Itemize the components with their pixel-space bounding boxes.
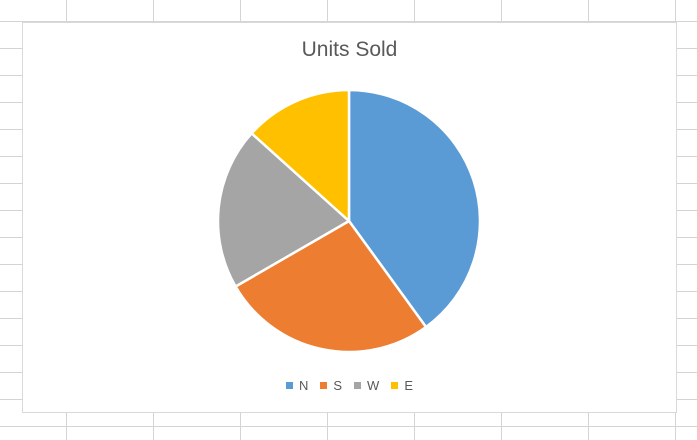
pie-chart — [216, 88, 482, 354]
legend-label: W — [367, 378, 380, 393]
legend-item-n[interactable]: N — [285, 378, 309, 393]
legend-item-e[interactable]: E — [391, 378, 413, 393]
pie-slice-s[interactable] — [234, 219, 428, 354]
legend-label: N — [298, 378, 309, 393]
legend-swatch — [391, 382, 399, 389]
legend-label: S — [333, 378, 343, 393]
legend-item-w[interactable]: W — [354, 378, 379, 393]
pie-slice-e[interactable] — [250, 88, 351, 223]
legend-swatch — [285, 382, 293, 389]
chart-title: Units Sold — [301, 38, 398, 61]
legend-label: E — [404, 378, 413, 393]
legend-swatch — [354, 382, 362, 389]
legend-item-s[interactable]: S — [320, 378, 342, 393]
legend-swatch — [320, 382, 328, 389]
chart-area[interactable]: Units Sold N S W E — [22, 22, 677, 413]
pie-slice-n[interactable] — [347, 88, 482, 329]
pie-slice-w[interactable] — [216, 132, 351, 288]
